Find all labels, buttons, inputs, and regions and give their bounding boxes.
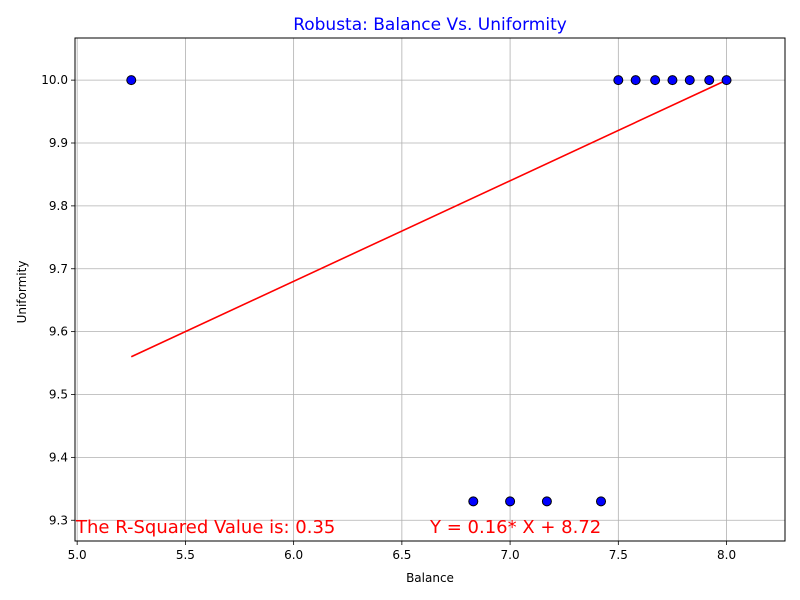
x-axis-label: Balance	[406, 571, 454, 585]
data-point	[596, 496, 607, 507]
regression-equation-annotation: Y = 0.16* X + 8.72	[429, 517, 601, 538]
x-tick-label: 7.5	[609, 548, 628, 562]
x-axis-ticks: 5.0 5.5 6.0 6.5 7.0 7.5 8.0	[68, 541, 736, 562]
data-point	[541, 496, 552, 507]
x-tick-label: 8.0	[717, 548, 736, 562]
y-axis-ticks: 9.3 9.4 9.5 9.6 9.7 9.8 9.9 10.0	[41, 73, 75, 527]
points-layer	[126, 75, 732, 507]
grid	[75, 38, 785, 541]
x-tick-label: 5.0	[68, 548, 87, 562]
data-point	[630, 75, 641, 86]
y-tick-label: 9.4	[49, 450, 68, 464]
x-tick-label: 7.0	[501, 548, 520, 562]
data-point	[468, 496, 479, 507]
data-point	[667, 75, 678, 86]
data-point	[704, 75, 715, 86]
y-tick-label: 9.3	[49, 513, 68, 527]
y-tick-label: 9.7	[49, 262, 68, 276]
plot-frame	[74, 37, 786, 542]
data-point	[684, 75, 695, 86]
y-tick-label: 9.9	[49, 136, 68, 150]
x-tick-label: 6.5	[392, 548, 411, 562]
x-tick-label: 5.5	[176, 548, 195, 562]
data-point	[126, 75, 137, 86]
y-tick-label: 9.8	[49, 199, 68, 213]
regression-layer	[130, 79, 727, 358]
data-point	[650, 75, 661, 86]
y-tick-label: 9.5	[49, 388, 68, 402]
data-point	[721, 75, 732, 86]
y-axis-label: Uniformity	[15, 261, 29, 324]
y-tick-label: 9.6	[49, 325, 68, 339]
r-squared-annotation: The R-Squared Value is: 0.35	[75, 517, 335, 538]
y-tick-label: 10.0	[41, 73, 68, 87]
data-point	[505, 496, 516, 507]
regression-line	[130, 79, 727, 358]
data-point	[613, 75, 624, 86]
chart-title: Robusta: Balance Vs. Uniformity	[293, 15, 567, 35]
x-tick-label: 6.0	[284, 548, 303, 562]
